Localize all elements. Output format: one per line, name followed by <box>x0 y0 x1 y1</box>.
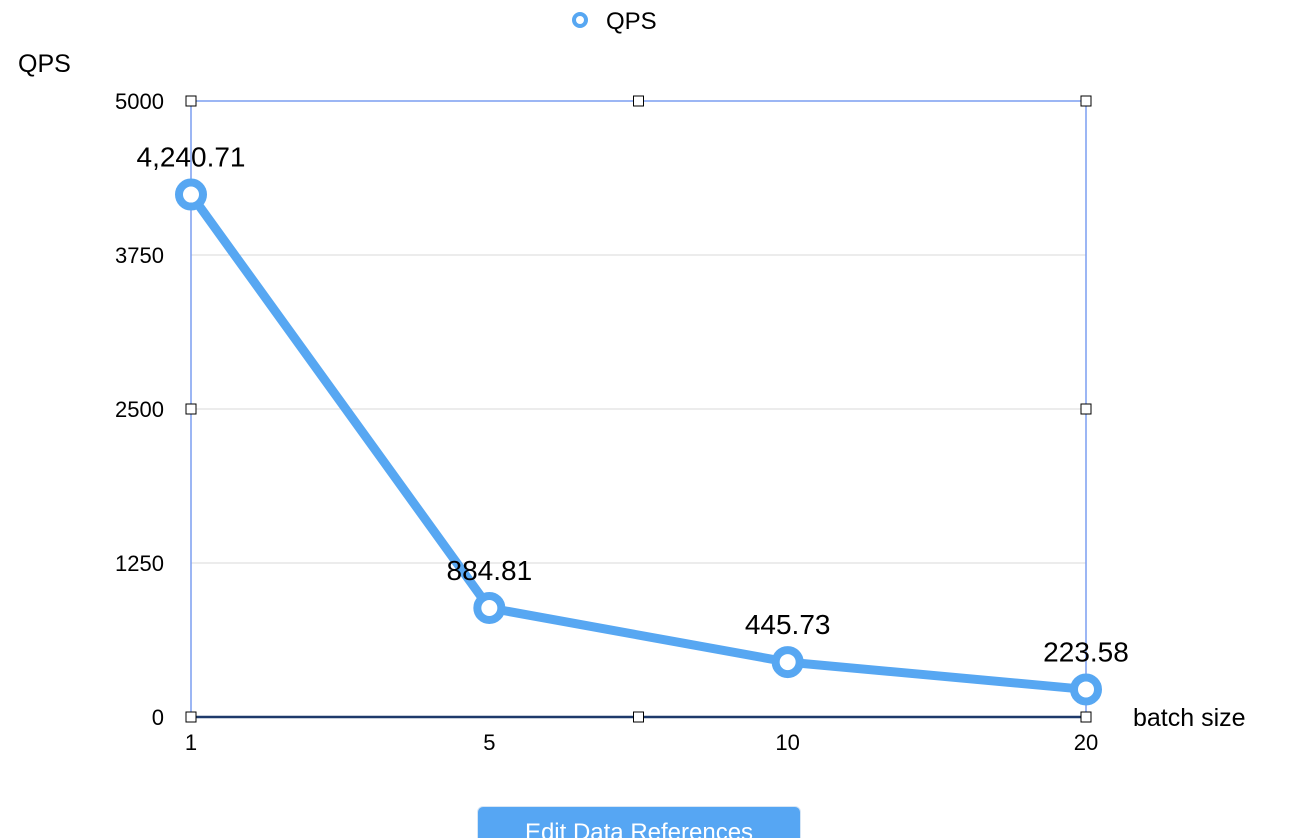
resize-handle[interactable] <box>185 95 197 107</box>
legend-label: QPS <box>606 8 657 35</box>
data-label: 223.58 <box>1043 636 1129 667</box>
x-axis-title: batch size <box>1133 704 1246 732</box>
legend-marker <box>572 12 588 28</box>
data-point-marker[interactable] <box>771 646 804 679</box>
x-tick-label: 5 <box>483 730 495 755</box>
chart-text-layer: 0 1250 2500 3750 5000 4,240.71 884.81 445.73 223… <box>18 8 1246 755</box>
data-label: 445.73 <box>745 609 831 640</box>
data-point-marker[interactable] <box>175 178 207 211</box>
y-tick-label: 3750 <box>115 243 164 268</box>
y-tick-label: 0 <box>152 705 164 730</box>
data-label: 4,240.71 <box>137 142 246 173</box>
series-layer <box>175 178 1102 719</box>
edit-data-references-button[interactable]: Edit Data References <box>477 806 801 838</box>
data-point-marker[interactable] <box>1070 673 1102 706</box>
y-tick-label: 1250 <box>115 551 164 576</box>
resize-handle[interactable] <box>633 711 644 723</box>
gridlines <box>191 100 1086 564</box>
y-tick-label: 2500 <box>115 397 164 422</box>
x-tick-label: 10 <box>775 730 799 755</box>
resize-handle[interactable] <box>1080 95 1092 107</box>
y-axis-title: QPS <box>18 50 71 78</box>
selection-handles[interactable] <box>185 95 1092 723</box>
resize-handle[interactable] <box>633 95 644 107</box>
y-tick-label: 5000 <box>115 89 164 114</box>
data-label: 884.81 <box>447 555 533 586</box>
series-line-qps <box>186 190 1091 694</box>
resize-handle[interactable] <box>1080 711 1092 723</box>
resize-handle[interactable] <box>1080 403 1092 415</box>
data-point-marker[interactable] <box>473 591 506 624</box>
resize-handle[interactable] <box>185 403 197 415</box>
x-tick-label: 1 <box>185 730 197 755</box>
x-tick-label: 20 <box>1074 730 1098 755</box>
resize-handle[interactable] <box>185 711 197 723</box>
